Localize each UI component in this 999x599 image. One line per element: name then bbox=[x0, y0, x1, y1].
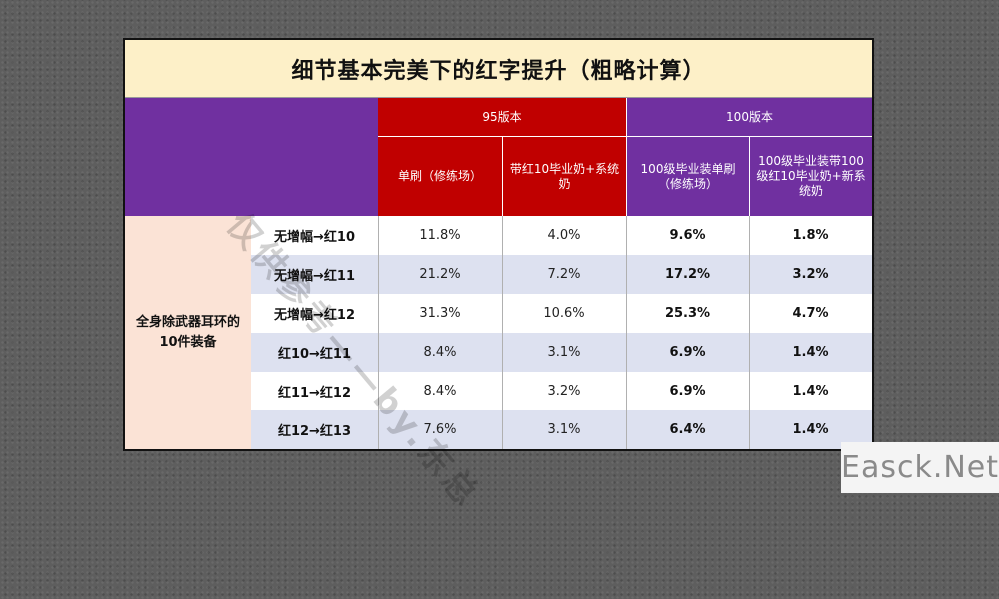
value-cell: 3.2% bbox=[502, 372, 626, 410]
row-label: 无增幅→红10 bbox=[251, 216, 378, 255]
value-cell: 10.6% bbox=[502, 294, 626, 333]
header-col-3: 100级毕业装单刷（修练场） bbox=[626, 137, 749, 216]
value-cell: 11.8% bbox=[378, 216, 502, 255]
value-cell: 1.8% bbox=[749, 216, 872, 255]
value-cell: 3.1% bbox=[502, 410, 626, 449]
value-cell: 25.3% bbox=[626, 294, 749, 333]
table-title: 细节基本完美下的红字提升（粗略计算） bbox=[125, 40, 872, 98]
value-cell: 4.7% bbox=[749, 294, 872, 333]
value-cell: 1.4% bbox=[749, 372, 872, 410]
value-cell: 8.4% bbox=[378, 333, 502, 372]
value-cell: 7.2% bbox=[502, 255, 626, 294]
value-cell: 6.4% bbox=[626, 410, 749, 449]
header-col-4: 100级毕业装带100级红10毕业奶+新系统奶 bbox=[749, 137, 872, 216]
value-cell: 1.4% bbox=[749, 333, 872, 372]
row-label: 无增幅→红12 bbox=[251, 294, 378, 333]
row-label: 红10→红11 bbox=[251, 333, 378, 372]
value-cell: 7.6% bbox=[378, 410, 502, 449]
table-card: 细节基本完美下的红字提升（粗略计算） 95版本 100版本 单刷（修练场） 带红… bbox=[123, 38, 874, 451]
grid-line bbox=[749, 216, 750, 449]
value-cell: 17.2% bbox=[626, 255, 749, 294]
header-col-1: 单刷（修练场） bbox=[378, 137, 502, 216]
corner-watermark: Easck.Net bbox=[841, 442, 999, 493]
grid-line bbox=[626, 216, 627, 449]
header-corner bbox=[125, 98, 378, 216]
value-cell: 6.9% bbox=[626, 333, 749, 372]
value-cell: 8.4% bbox=[378, 372, 502, 410]
value-cell: 3.1% bbox=[502, 333, 626, 372]
header-v95: 95版本 bbox=[378, 98, 626, 137]
row-label: 红12→红13 bbox=[251, 410, 378, 449]
row-label: 红11→红12 bbox=[251, 372, 378, 410]
value-cell: 3.2% bbox=[749, 255, 872, 294]
value-cell: 6.9% bbox=[626, 372, 749, 410]
value-cell: 9.6% bbox=[626, 216, 749, 255]
value-cell: 21.2% bbox=[378, 255, 502, 294]
grid-line bbox=[378, 216, 379, 449]
value-cell: 31.3% bbox=[378, 294, 502, 333]
row-label: 无增幅→红11 bbox=[251, 255, 378, 294]
header-col-2: 带红10毕业奶+系统奶 bbox=[502, 137, 626, 216]
value-cell: 4.0% bbox=[502, 216, 626, 255]
header-v100: 100版本 bbox=[626, 98, 872, 137]
group-label: 全身除武器耳环的10件装备 bbox=[125, 216, 251, 449]
grid-line bbox=[502, 216, 503, 449]
